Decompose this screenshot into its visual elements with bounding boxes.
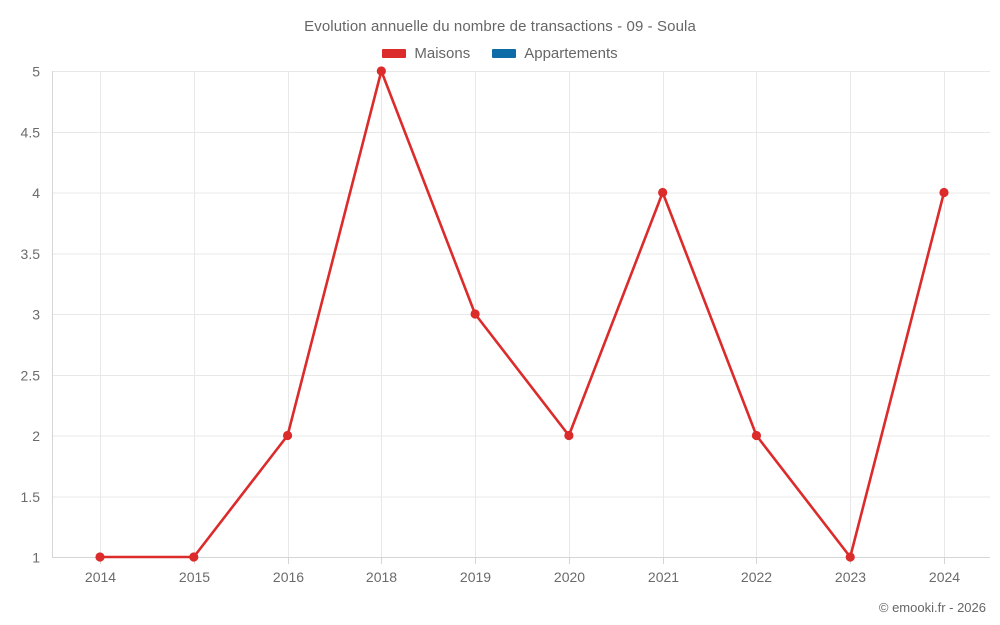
x-axis-tick-label: 2021: [648, 569, 679, 585]
x-axis-tick-label: 2024: [929, 569, 960, 585]
legend-color-swatch-appartements: [492, 49, 517, 58]
y-axis-tick-label: 4.5: [21, 124, 41, 140]
data-point-marker[interactable]: [564, 430, 574, 441]
y-axis-tick-label: 1.5: [21, 489, 41, 505]
legend-label-appartements: Appartements: [524, 45, 618, 62]
legend-label-maisons: Maisons: [414, 45, 471, 62]
x-axis-tick-label: 2015: [179, 569, 210, 585]
x-axis-tick-label: 2023: [835, 569, 866, 585]
copyright-credit: © emooki.fr - 2026: [878, 600, 986, 615]
y-axis-tick-label: 1: [32, 550, 40, 566]
x-axis-ticks: 2014 2015 2016 2018 2019 2020 2021 2022 2023 2024: [85, 557, 960, 585]
axes: [51, 71, 990, 559]
x-axis-tick-label: 2022: [741, 569, 772, 585]
x-axis-tick-label: 2014: [85, 569, 116, 585]
y-axis-tick-label: 2: [32, 428, 40, 444]
data-point-marker[interactable]: [95, 552, 105, 562]
chart-legend: Maisons Appartements: [0, 45, 1000, 62]
grid-lines: 1 1.5 2 2.5 3 3.5 4 4.5 5: [21, 64, 990, 566]
x-axis-tick-label: 2018: [366, 569, 397, 585]
grid-lines-vertical: [100, 71, 945, 557]
x-axis-tick-label: 2020: [554, 569, 585, 585]
legend-item-appartements[interactable]: Appartements: [492, 45, 618, 62]
data-point-marker[interactable]: [282, 430, 293, 441]
series-maisons: [95, 66, 949, 562]
y-axis-tick-label: 2.5: [21, 367, 41, 383]
data-point-marker[interactable]: [189, 552, 199, 562]
data-point-marker[interactable]: [470, 309, 480, 319]
series-line-maisons: [98, 69, 946, 559]
data-point-marker[interactable]: [845, 552, 855, 562]
data-point-marker[interactable]: [939, 187, 949, 198]
y-axis-tick-label: 4: [32, 185, 40, 201]
x-axis-tick-label: 2019: [460, 569, 491, 585]
x-axis-tick-label: 2016: [273, 569, 304, 585]
y-axis-tick-label: 3.5: [21, 246, 41, 262]
data-point-marker[interactable]: [376, 66, 386, 76]
y-axis-tick-label: 3: [32, 307, 40, 323]
chart-title: Evolution annuelle du nombre de transact…: [304, 18, 696, 35]
data-point-marker[interactable]: [658, 187, 668, 198]
data-point-marker[interactable]: [751, 430, 762, 441]
legend-item-maisons[interactable]: Maisons: [382, 45, 470, 62]
y-axis-tick-label: 5: [32, 64, 40, 80]
legend-color-swatch-maisons: [382, 49, 407, 58]
